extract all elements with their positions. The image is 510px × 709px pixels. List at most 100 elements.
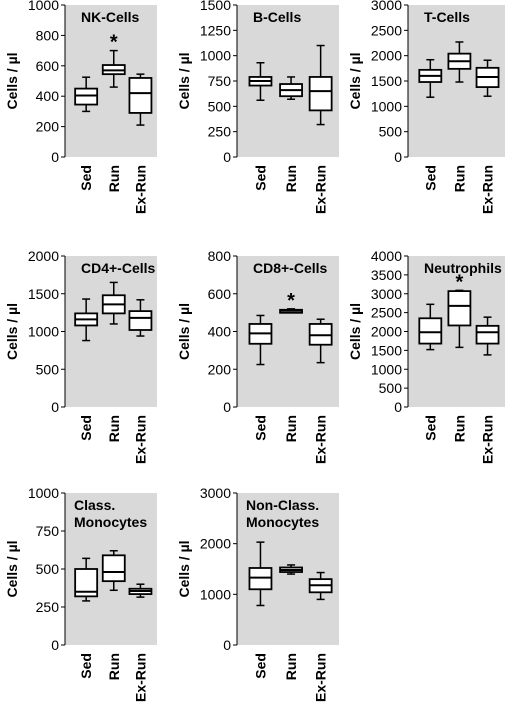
- box-ex-run: [128, 73, 153, 126]
- y-tick-label: 250: [36, 599, 60, 615]
- chart-title: Monocytes: [246, 514, 319, 530]
- y-tick-label: 800: [208, 248, 232, 264]
- x-category-label: Sed: [422, 415, 438, 441]
- y-tick-label: 500: [379, 124, 403, 140]
- y-axis-label: Cells / µl: [347, 52, 363, 109]
- box-iqr: [308, 76, 333, 112]
- box-ex-run: [475, 316, 500, 356]
- chart-panel-4: 0 500 1000 1500 2000 Cells / µl CD4+-Cells Sed R…: [4, 248, 157, 464]
- chart-title: T-Cells: [424, 9, 470, 25]
- y-tick-label: 200: [208, 361, 232, 377]
- chart-title: CD4+-Cells: [81, 260, 156, 276]
- y-tick-label: 750: [208, 73, 232, 89]
- x-category-label: Ex-Run: [480, 415, 496, 464]
- y-axis-label: Cells / µl: [176, 540, 192, 597]
- x-category-label: Run: [451, 165, 467, 192]
- y-axis-label: Cells / µl: [176, 303, 192, 360]
- y-tick-label: 3000: [371, 286, 402, 302]
- y-axis-label: Cells / µl: [4, 52, 20, 109]
- y-tick-label: 1500: [371, 342, 402, 358]
- chart-title: CD8+-Cells: [253, 260, 328, 276]
- y-axis-label: Cells / µl: [347, 303, 363, 360]
- x-category-label: Sed: [78, 653, 94, 679]
- y-tick-label: 2500: [371, 22, 402, 38]
- x-category-label: Ex-Run: [313, 165, 329, 214]
- chart-panel-8: 0 1000 2000 3000 Cells / µl Non-Class.Monocyt…: [176, 485, 339, 702]
- box-run: [101, 550, 126, 592]
- y-tick-label: 0: [223, 149, 231, 165]
- y-tick-label: 750: [36, 523, 60, 539]
- y-tick-label: 1500: [28, 286, 59, 302]
- box-iqr: [74, 87, 99, 106]
- x-category-label: Run: [283, 653, 299, 680]
- y-tick-label: 1000: [200, 48, 231, 64]
- box-iqr: [74, 568, 99, 598]
- box-run: [101, 281, 126, 325]
- box-sed: [248, 62, 273, 102]
- x-category-label: Run: [106, 415, 122, 442]
- box-run: [447, 41, 472, 83]
- chart-panel-7: 0 250 500 750 1000 Cells / µl Class.Monocytes S…: [4, 485, 157, 702]
- x-category-label: Run: [451, 415, 467, 442]
- x-category-label: Sed: [78, 165, 94, 191]
- box-iqr: [128, 77, 153, 114]
- chart-panel-1: 0 200 400 600 800 1000 Cells / µl NK-Cells Sed * R…: [4, 0, 157, 214]
- x-category-label: Run: [283, 415, 299, 442]
- y-tick-label: 1000: [371, 361, 402, 377]
- x-category-label: Sed: [78, 415, 94, 441]
- y-axis-label: Cells / µl: [4, 540, 20, 597]
- y-tick-label: 2000: [200, 536, 231, 552]
- x-category-label: Sed: [252, 165, 268, 191]
- box-iqr: [418, 317, 443, 345]
- y-tick-label: 0: [51, 149, 59, 165]
- box-sed: [248, 314, 273, 366]
- y-tick-label: 600: [36, 58, 60, 74]
- y-tick-label: 0: [51, 399, 59, 415]
- y-tick-label: 1500: [200, 0, 231, 13]
- box-ex-run: [308, 44, 333, 126]
- box-run: [279, 76, 303, 100]
- x-category-label: Sed: [252, 415, 268, 441]
- y-tick-label: 1000: [200, 586, 231, 602]
- box-ex-run: [128, 583, 153, 598]
- chart-panel-3: 0 500 1000 1500 2000 2500 3000 Cells / µl T-Cell…: [347, 0, 505, 214]
- x-category-label: Run: [283, 165, 299, 192]
- y-tick-label: 2000: [371, 324, 402, 340]
- y-tick-label: 800: [36, 27, 60, 43]
- y-tick-label: 2000: [371, 48, 402, 64]
- y-tick-label: 0: [394, 399, 402, 415]
- box-run: *: [101, 32, 126, 88]
- box-sed: [74, 557, 99, 602]
- y-tick-label: 0: [223, 637, 231, 653]
- box-ex-run: [308, 571, 333, 601]
- y-tick-label: 0: [51, 637, 59, 653]
- y-tick-label: 1000: [28, 324, 59, 340]
- y-axis-label: Cells / µl: [4, 303, 20, 360]
- y-tick-label: 0: [394, 149, 402, 165]
- chart-title: B-Cells: [253, 9, 301, 25]
- x-category-label: Run: [106, 653, 122, 680]
- chart-panel-6: 0 500 1000 1500 2000 2500 3000 3500 4000 Cells / …: [347, 248, 505, 464]
- box-sed: [418, 303, 443, 351]
- y-tick-label: 500: [379, 380, 403, 396]
- x-category-label: Sed: [422, 165, 438, 191]
- chart-title: Non-Class.: [246, 497, 319, 513]
- x-category-label: Ex-Run: [313, 653, 329, 702]
- y-tick-label: 0: [223, 399, 231, 415]
- box-sed: [74, 76, 99, 113]
- y-tick-label: 200: [36, 119, 60, 135]
- x-category-label: Ex-Run: [132, 653, 148, 702]
- y-tick-label: 400: [208, 324, 232, 340]
- box-run: *: [279, 290, 303, 314]
- y-tick-label: 600: [208, 286, 232, 302]
- y-tick-label: 1000: [28, 485, 59, 501]
- x-category-label: Ex-Run: [480, 165, 496, 214]
- y-tick-label: 250: [208, 124, 232, 140]
- box-ex-run: [475, 59, 500, 97]
- y-tick-label: 1000: [28, 0, 59, 13]
- y-tick-label: 1500: [371, 73, 402, 89]
- box-iqr: [447, 290, 472, 327]
- chart-panel-2: 0 250 500 750 1000 1250 1500 Cells / µl B-Cells S…: [176, 0, 339, 214]
- y-tick-label: 2000: [28, 248, 59, 264]
- x-category-label: Sed: [252, 653, 268, 679]
